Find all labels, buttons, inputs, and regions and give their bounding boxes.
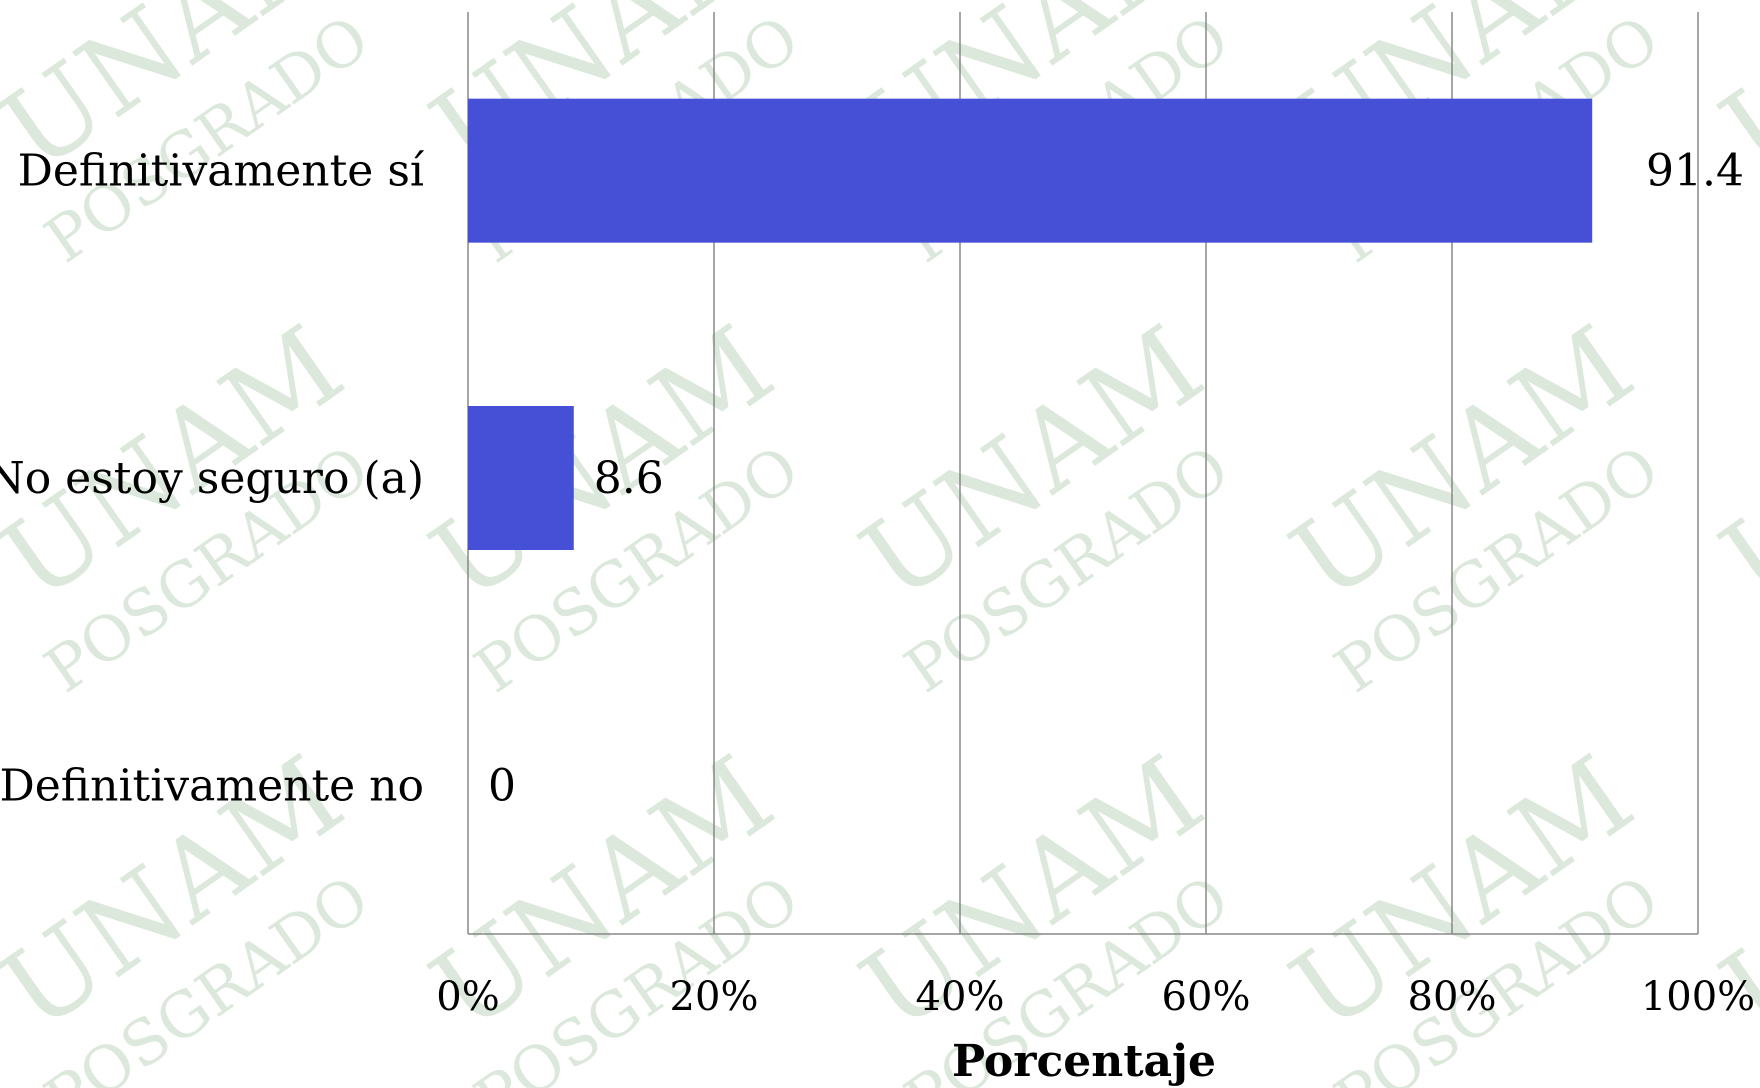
x-axis-title: Porcentaje <box>952 1036 1216 1087</box>
watermark-unam-text: UNAM <box>1699 302 1760 625</box>
bar <box>468 406 574 550</box>
x-tick-label: 0% <box>436 974 499 1020</box>
bar <box>468 98 1593 243</box>
x-tick-label: 60% <box>1162 974 1251 1020</box>
category-labels: Definitivamente sí No estoy seguro (a) Def… <box>0 146 425 812</box>
data-labels: 91.4 8.6 0 <box>488 146 1744 812</box>
x-tick-label: 100% <box>1641 974 1755 1020</box>
category-label: No estoy seguro (a) <box>0 453 424 504</box>
x-tick-labels: 0% 20% 40% 60% 80% 100% <box>436 974 1755 1020</box>
category-label: Definitivamente sí <box>18 146 425 197</box>
data-label: 91.4 <box>1646 146 1744 197</box>
x-tick-label: 80% <box>1408 974 1497 1020</box>
bars <box>468 98 1593 550</box>
x-tick-label: 20% <box>670 974 759 1020</box>
x-tick-label: 40% <box>916 974 1005 1020</box>
data-label: 8.6 <box>594 453 664 504</box>
category-label: Definitivamente no <box>0 760 424 811</box>
data-label: 0 <box>488 760 516 811</box>
